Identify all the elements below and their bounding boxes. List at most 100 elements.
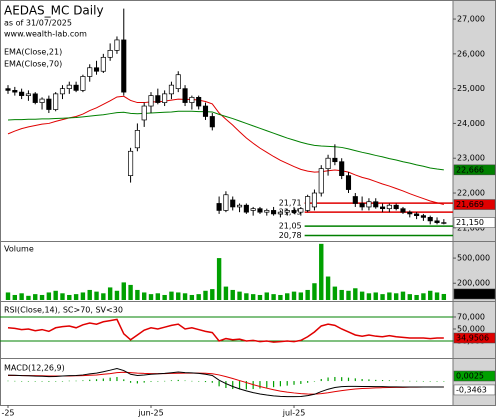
histogram-bar xyxy=(341,377,343,382)
histogram-bar xyxy=(293,381,295,385)
candle-body xyxy=(46,98,52,110)
volume-bar xyxy=(46,292,52,300)
candle-body xyxy=(80,76,86,91)
candle-body xyxy=(93,67,100,72)
volume-bar xyxy=(387,292,392,300)
candle-body xyxy=(202,105,209,117)
histogram-bar xyxy=(422,381,425,382)
histogram-bar xyxy=(238,381,241,390)
candle-body xyxy=(352,196,358,204)
histogram-bar xyxy=(14,380,16,382)
candle-body xyxy=(393,204,399,210)
x-tick-label: jul-25 xyxy=(282,409,306,418)
histogram-bar xyxy=(395,380,397,382)
candle-body xyxy=(359,203,365,208)
candle-body xyxy=(271,210,277,215)
candle-body xyxy=(345,175,352,190)
histogram-bar xyxy=(164,380,166,382)
value-label: 22,666 xyxy=(456,165,484,174)
histogram-bar xyxy=(259,381,261,389)
candle-body xyxy=(121,39,127,93)
volume-bar xyxy=(441,293,447,300)
y-tick-label: 26,000 xyxy=(457,49,485,58)
volume-bar xyxy=(237,291,242,300)
histogram-bar xyxy=(109,377,111,382)
candle-body xyxy=(230,199,236,208)
volume-bar xyxy=(332,286,338,300)
volume-bar xyxy=(285,293,290,300)
volume-bar xyxy=(33,294,38,300)
level-label: 21,71 xyxy=(279,199,302,208)
candle-body xyxy=(250,208,256,211)
y-tick-label: 27,000 xyxy=(457,15,485,24)
histogram-bar xyxy=(129,381,132,383)
candle-body xyxy=(223,194,229,211)
signal-line xyxy=(8,371,444,395)
candle-body xyxy=(284,210,290,213)
x-tick-label: jun-25 xyxy=(137,409,163,418)
histogram-bar xyxy=(27,381,30,382)
candle-body xyxy=(325,157,331,170)
volume-bar xyxy=(264,292,269,300)
legend-entry: EMA(Close,70) xyxy=(4,60,62,69)
value-label-box xyxy=(453,217,496,228)
value-label: -0,3463 xyxy=(456,385,487,394)
y-tick-label: 500,000 xyxy=(457,254,490,263)
volume-bar xyxy=(60,293,65,300)
candle-body xyxy=(339,161,345,176)
histogram-bar xyxy=(143,381,145,383)
histogram-bar xyxy=(368,379,370,382)
value-label: 0,0025 xyxy=(456,372,484,381)
volume-bar xyxy=(121,282,126,300)
plot-layer: 27,000 26,000 25,000 24,000 23,000 22,000 21,0… xyxy=(0,8,496,418)
volume-bar xyxy=(94,291,99,300)
volume-bar xyxy=(380,294,385,300)
histogram-bar xyxy=(416,380,418,382)
histogram-bar xyxy=(272,381,275,388)
histogram-bar xyxy=(286,381,288,386)
value-label: 34,9506 xyxy=(456,334,489,343)
y-tick-label: 22,000 xyxy=(457,189,485,198)
value-label-box xyxy=(453,164,496,176)
histogram-bar xyxy=(300,381,302,384)
volume-bar xyxy=(216,258,222,300)
histogram-bar xyxy=(436,381,438,382)
candle-body xyxy=(264,210,270,213)
volume-bar xyxy=(148,294,154,300)
histogram-bar xyxy=(95,379,98,382)
volume-bar xyxy=(230,289,235,300)
candle-body xyxy=(243,204,249,213)
volume-bar xyxy=(250,294,256,300)
histogram-bar xyxy=(347,377,350,382)
volume-bar xyxy=(407,294,412,300)
subtitle: as of 31/07/2025 xyxy=(4,19,72,28)
candle-body xyxy=(407,211,413,215)
candle-body xyxy=(380,206,386,210)
volume-bar xyxy=(114,290,120,300)
volume-bar xyxy=(428,290,433,300)
volume-bar xyxy=(80,292,86,300)
candle-body xyxy=(100,56,106,72)
candle-body xyxy=(25,93,31,96)
candle-body xyxy=(291,210,297,213)
volume-bar xyxy=(12,294,18,300)
volume-bar xyxy=(414,294,419,300)
candle-body xyxy=(114,39,120,51)
volume-bar xyxy=(319,243,324,300)
volume-bar xyxy=(87,289,92,300)
volume-bar xyxy=(203,290,208,300)
candle-body xyxy=(441,222,447,224)
volume-bar xyxy=(176,292,181,300)
volume-bar xyxy=(305,289,310,300)
histogram-bar xyxy=(402,380,404,382)
volume-bar xyxy=(210,289,215,300)
histogram-bar xyxy=(320,379,322,382)
candle-body xyxy=(373,201,379,208)
candle-body xyxy=(73,84,79,91)
volume-bar xyxy=(366,293,372,300)
histogram-bar xyxy=(211,381,213,383)
candle-body xyxy=(298,208,304,213)
histogram-bar xyxy=(82,380,84,382)
histogram-bar xyxy=(184,380,186,382)
